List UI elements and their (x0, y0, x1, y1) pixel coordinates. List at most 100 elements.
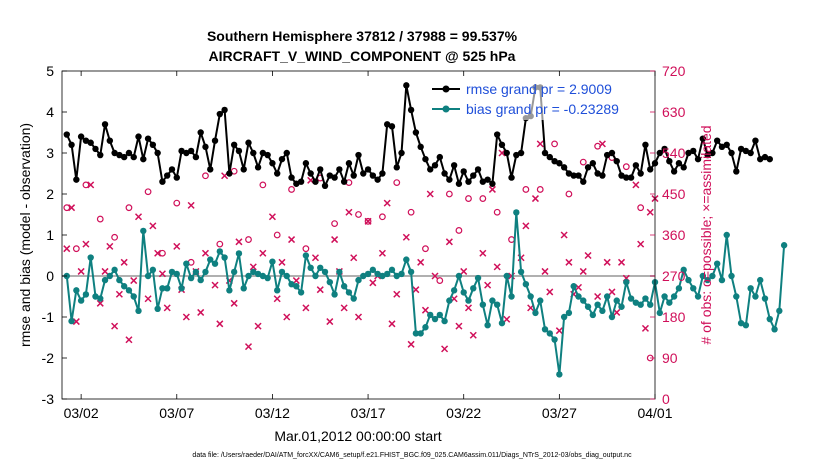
rmse-point (254, 164, 262, 171)
obs-assimilated-marker (311, 254, 319, 262)
rmse-point (431, 162, 439, 169)
obs-assimilated-marker (637, 240, 645, 248)
bias-point (235, 250, 243, 257)
obs-assimilated-marker (608, 288, 616, 296)
obs-assimilated-marker (82, 240, 90, 248)
rmse-point (427, 166, 434, 173)
obs-assimilated-stroke (646, 208, 654, 216)
bias-point (398, 270, 405, 278)
obs-assimilated-stroke (479, 249, 487, 257)
bias-point (297, 289, 305, 296)
bias-point (489, 297, 496, 304)
rmse-point (369, 172, 377, 179)
rmse-point (149, 141, 157, 148)
x-tick-label: 03/17 (351, 405, 386, 421)
obs-assimilated-marker (63, 245, 71, 253)
obs-assimilated-stroke (503, 315, 511, 323)
bias-point (135, 307, 142, 315)
obs-assimilated-marker (531, 195, 539, 203)
rmse-point (498, 141, 506, 148)
bias-point (780, 242, 788, 249)
obs-assimilated-stroke (249, 263, 257, 271)
obs-assimilated-stroke (417, 258, 425, 266)
x-tick-label: 03/07 (159, 405, 194, 421)
x-ticks: 03/02 03/07 03/12 03/17 03/22 03/27 04/01 (64, 71, 673, 421)
obs-possible-marker (159, 249, 166, 257)
bias-point (675, 285, 683, 292)
bias-point (455, 272, 463, 280)
obs-assimilated-stroke (288, 236, 296, 244)
bias-point (580, 297, 587, 304)
rmse-point (73, 176, 80, 183)
rmse-point (297, 178, 305, 185)
bias-point (259, 272, 267, 280)
rmse-point (766, 155, 773, 163)
bias-point (503, 272, 510, 280)
x-tick-label: 03/02 (64, 405, 99, 421)
y-right-tick-label: 0 (662, 391, 670, 407)
rmse-point (326, 172, 334, 179)
bias-point (565, 309, 573, 317)
rmse-point (82, 137, 90, 144)
obs-assimilated-marker (488, 185, 496, 193)
bias-point (670, 293, 678, 300)
obs-assimilated-marker (455, 322, 463, 330)
y-tick-label: -2 (42, 350, 55, 366)
rmse-point (484, 176, 491, 183)
rmse-point (661, 145, 668, 153)
bias-point (149, 266, 157, 274)
y-right-axis-label: # of obs: o=possible; ×=assimilated (698, 125, 714, 344)
rmse-point (398, 149, 405, 157)
obs-possible-marker (579, 158, 587, 166)
obs-possible-marker (364, 217, 372, 225)
rmse-point (144, 135, 152, 142)
bias-point (551, 336, 558, 343)
obs-assimilated-stroke (441, 345, 449, 353)
rmse-point (489, 180, 496, 187)
obs-assimilated-marker (388, 320, 396, 328)
obs-possible-marker (522, 186, 530, 193)
rmse-point (541, 149, 549, 157)
obs-assimilated-marker (469, 331, 477, 339)
obs-possible-marker (173, 199, 181, 207)
bias-point (302, 252, 310, 259)
rmse-point (670, 168, 678, 175)
rmse-point (321, 182, 329, 189)
obs-assimilated-stroke (134, 213, 143, 221)
obs-assimilated-marker (354, 313, 363, 321)
obs-assimilated-stroke (77, 267, 85, 275)
obs-assimilated-stroke (594, 292, 602, 301)
rmse-point (245, 139, 252, 146)
bias-point (183, 260, 190, 267)
obs-assimilated-stroke (412, 286, 420, 294)
bias-point (393, 272, 400, 280)
bias-point (575, 293, 582, 300)
rmse-point (336, 166, 343, 173)
rmse-point (680, 164, 687, 171)
bias-point (288, 281, 295, 288)
obs-assimilated-stroke (388, 320, 396, 328)
rmse-point (752, 137, 759, 144)
obs-assimilated-stroke (541, 267, 549, 275)
rmse-point (240, 166, 247, 173)
obs-assimilated-marker (536, 140, 544, 148)
obs-assimilated-marker (230, 299, 238, 307)
bias-point (541, 326, 549, 333)
rmse-point (417, 143, 424, 151)
obs-possible-marker (565, 190, 573, 198)
obs-assimilated-marker (498, 149, 506, 157)
rmse-point (470, 172, 477, 179)
obs-assimilated-stroke (469, 331, 477, 339)
obs-assimilated-marker (503, 315, 511, 323)
data-file-footnote: data file: /Users/raeder/DAI/ATM_forcXX/… (192, 452, 632, 459)
obs-assimilated-marker (115, 290, 123, 298)
y-tick-label: 4 (46, 104, 54, 120)
obs-assimilated-stroke (455, 322, 463, 330)
rmse-point (187, 147, 195, 155)
y-right-tick-label: 180 (662, 309, 686, 325)
obs-assimilated-stroke (402, 233, 410, 241)
obs-assimilated-marker (87, 181, 95, 189)
rmse-point (580, 178, 587, 185)
obs-assimilated-marker (426, 190, 434, 198)
obs-assimilated-marker (101, 267, 109, 275)
